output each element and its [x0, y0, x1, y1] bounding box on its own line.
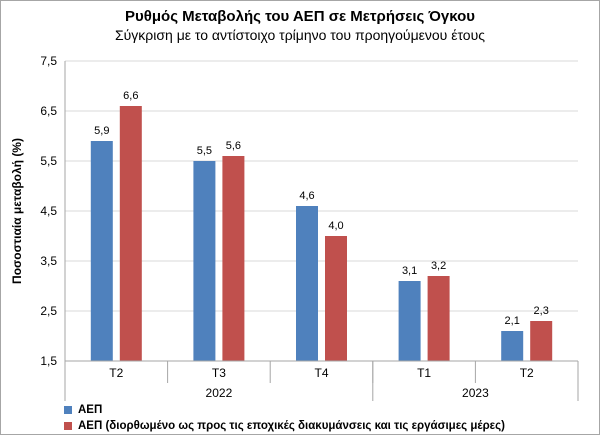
x-tick-label: Τ2 [520, 366, 534, 380]
group-label: 2022 [206, 386, 233, 400]
legend: ΑΕΠ ΑΕΠ (διορθωμένο ως προς τις εποχικές… [64, 402, 505, 434]
data-label: 6,6 [123, 90, 138, 102]
data-label: 5,6 [226, 140, 241, 152]
bar [501, 331, 524, 361]
x-tick-label: Τ4 [314, 366, 328, 380]
x-tick-label: Τ3 [212, 366, 226, 380]
y-tick-label: 6,5 [40, 104, 57, 118]
group-label: 2023 [462, 386, 489, 400]
y-tick-label: 1,5 [40, 354, 57, 368]
chart-title: Ρυθμός Μεταβολής του ΑΕΠ σε Μετρήσεις Όγ… [125, 8, 475, 25]
data-label: 2,1 [505, 315, 520, 327]
y-tick-label: 7,5 [40, 54, 57, 68]
legend-label-gdp-adjusted: ΑΕΠ (διορθωμένο ως προς τις εποχικές δια… [78, 420, 505, 432]
bar [398, 281, 421, 361]
data-label: 2,3 [534, 305, 549, 317]
y-axis-label: Ποσοστιαία μεταβολή (%) [10, 138, 24, 284]
data-label: 3,1 [402, 265, 417, 277]
bar [296, 206, 318, 361]
legend-label-gdp: ΑΕΠ [78, 404, 103, 416]
data-label: 4,0 [328, 220, 343, 232]
legend-swatch-gdp [64, 406, 72, 414]
y-tick-label: 5,5 [40, 154, 57, 168]
x-tick-label: Τ1 [417, 366, 431, 380]
bar [427, 276, 450, 361]
bar [193, 161, 216, 361]
data-label: 4,6 [299, 190, 314, 202]
bar [530, 321, 553, 361]
bar [90, 141, 113, 361]
y-tick-label: 2,5 [40, 304, 57, 318]
legend-item-gdp-adjusted: ΑΕΠ (διορθωμένο ως προς τις εποχικές δια… [64, 418, 505, 434]
legend-swatch-gdp-adjusted [64, 422, 72, 430]
bar [325, 236, 347, 361]
x-tick-label: Τ2 [109, 366, 123, 380]
legend-item-gdp: ΑΕΠ [64, 402, 505, 418]
data-label: 3,2 [431, 260, 446, 272]
chart-subtitle: Σύγκριση με το αντίστοιχο τρίμηνο του πρ… [115, 27, 485, 43]
y-tick-label: 4,5 [40, 204, 57, 218]
bar [119, 106, 142, 361]
y-tick-label: 3,5 [40, 254, 57, 268]
bar [222, 156, 245, 361]
data-label: 5,9 [94, 125, 109, 137]
data-label: 5,5 [197, 145, 212, 157]
